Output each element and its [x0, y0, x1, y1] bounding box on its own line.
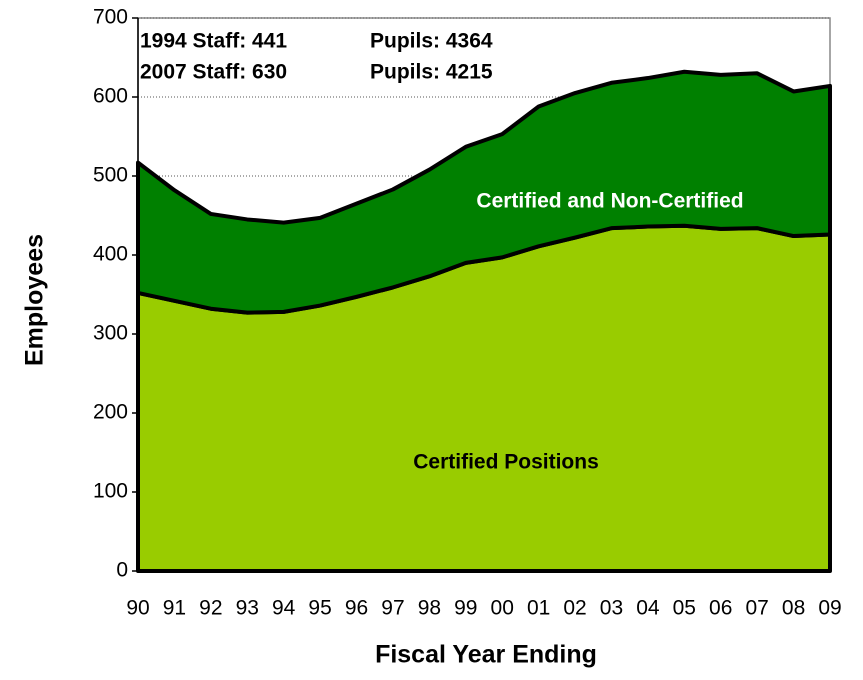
y-tick-label: 100 — [93, 480, 128, 503]
x-axis-label: Fiscal Year Ending — [375, 641, 597, 669]
x-tick-label: 94 — [272, 597, 296, 620]
y-tick-label: 0 — [116, 559, 128, 582]
x-tick-label: 01 — [527, 597, 550, 620]
x-tick-label: 98 — [418, 597, 441, 620]
series-label: Certified and Non-Certified — [476, 190, 743, 213]
x-tick-label: 97 — [381, 597, 404, 620]
x-tick-label: 06 — [709, 597, 732, 620]
annotation: Pupils: 4364 — [370, 30, 493, 53]
x-tick-label: 04 — [636, 597, 660, 620]
x-tick-label: 07 — [745, 597, 768, 620]
x-tick-label: 91 — [163, 597, 186, 620]
x-tick-label: 96 — [345, 597, 368, 620]
x-tick-label: 02 — [563, 597, 586, 620]
annotation: Pupils: 4215 — [370, 61, 493, 84]
area — [136, 69, 832, 315]
annotation: 2007 Staff: 630 — [140, 61, 287, 84]
series-label: Certified Positions — [413, 451, 599, 474]
y-tick-label: 200 — [93, 401, 128, 424]
y-tick-label: 600 — [93, 85, 128, 108]
x-tick-label: 08 — [782, 597, 805, 620]
x-tick-label: 92 — [199, 597, 222, 620]
x-tick-label: 90 — [126, 597, 149, 620]
x-tick-label: 93 — [236, 597, 259, 620]
y-tick-label: 400 — [93, 243, 128, 266]
annotation: 1994 Staff: 441 — [140, 30, 287, 53]
x-tick-label: 09 — [818, 597, 841, 620]
x-tick-label: 03 — [600, 597, 623, 620]
x-tick-label: 00 — [491, 597, 514, 620]
x-tick-label: 05 — [673, 597, 696, 620]
y-tick-label: 700 — [93, 6, 128, 29]
x-tick-label: 99 — [454, 597, 477, 620]
x-tick-label: 95 — [308, 597, 331, 620]
y-tick-label: 300 — [93, 322, 128, 345]
y-axis-label: Employees — [21, 234, 49, 366]
y-tick-label: 500 — [93, 164, 128, 187]
